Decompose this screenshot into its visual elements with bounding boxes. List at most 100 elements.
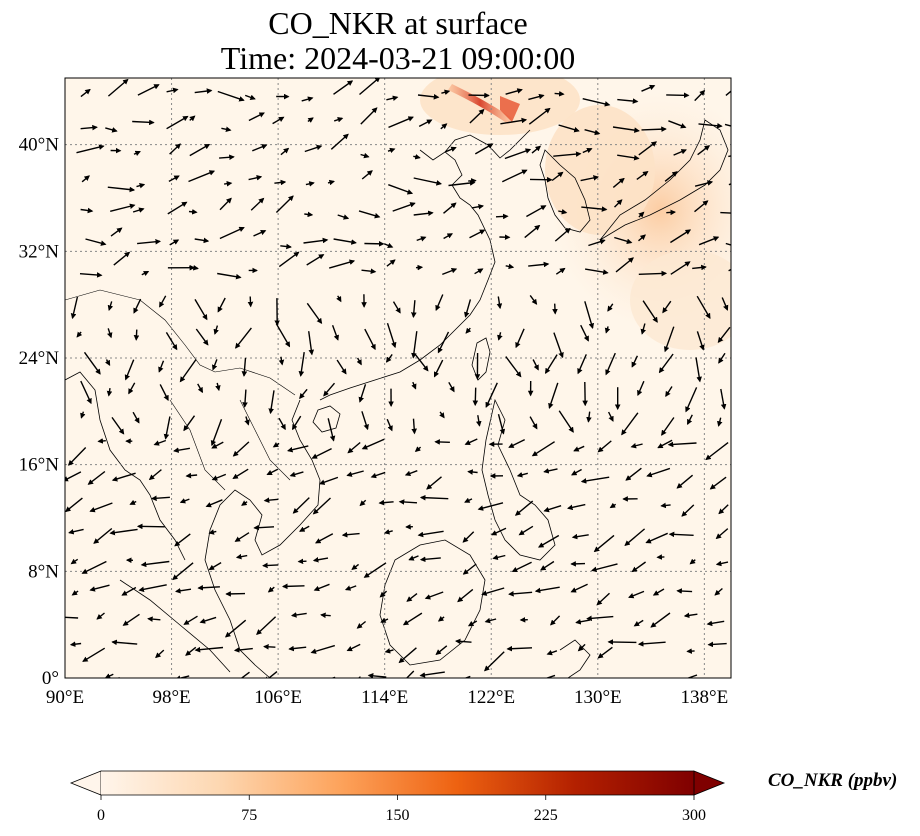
wind-vector-431 — [714, 587, 723, 596]
lat-tick-label-1: 8°N — [28, 561, 59, 582]
wind-vector-383 — [715, 528, 729, 540]
wind-vector-315 — [148, 469, 162, 481]
wind-vector-501 — [657, 680, 664, 683]
wind-vector-371 — [383, 529, 393, 535]
wind-vector-201 — [331, 325, 339, 341]
wind-vector-233 — [545, 354, 558, 374]
wind-vector-124 — [194, 237, 210, 244]
wind-vector-126 — [253, 229, 267, 237]
wind-vector-191 — [721, 297, 729, 311]
wind-vector-344 — [292, 497, 310, 514]
wind-vector-463 — [263, 644, 276, 650]
wind-vector-260 — [637, 380, 645, 397]
wind-vector-317 — [211, 473, 227, 481]
wind-vector-90 — [580, 175, 599, 182]
wind-vector-167 — [728, 268, 731, 272]
wind-vector-428 — [628, 590, 645, 599]
wind-vector-395 — [363, 562, 387, 578]
wind-vector-400 — [511, 561, 532, 573]
wind-vector-213 — [663, 326, 675, 353]
wind-vector-412 — [174, 587, 192, 594]
wind-vector-229 — [433, 359, 444, 378]
wind-vector-25 — [105, 127, 118, 133]
wind-vector-503 — [700, 677, 707, 678]
wind-vector-313 — [87, 470, 106, 485]
wind-vector-350 — [464, 497, 473, 503]
wind-vector-120 — [85, 238, 107, 246]
wind-vector-475 — [597, 646, 613, 659]
wind-vector-37 — [440, 123, 448, 130]
wind-vector-245 — [215, 382, 221, 392]
wind-vector-382 — [668, 531, 694, 538]
wind-vector-216 — [83, 351, 101, 375]
wind-vector-432 — [65, 616, 79, 619]
wind-vector-433 — [96, 612, 105, 620]
wind-vector-39 — [500, 117, 528, 125]
wind-vector-4 — [194, 88, 213, 94]
wind-vector-403 — [591, 563, 618, 573]
wind-vector-64 — [531, 145, 542, 154]
wind-vector-203 — [386, 322, 397, 349]
wind-vector-331 — [580, 476, 610, 484]
wind-vector-204 — [411, 331, 418, 359]
wind-vector-68 — [638, 141, 657, 156]
wind-vector-228 — [414, 353, 429, 372]
wind-vector-384 — [70, 558, 79, 565]
colorbar-extend-min — [69, 770, 102, 796]
wind-vector-173 — [217, 297, 226, 313]
wind-vector-55 — [280, 147, 290, 156]
co-plume-faint-east — [630, 250, 731, 350]
wind-vector-133 — [443, 233, 453, 240]
wind-vector-164 — [638, 270, 668, 277]
wind-vector-107 — [392, 202, 416, 212]
wind-vector-375 — [490, 527, 507, 536]
wind-vector-179 — [392, 301, 401, 314]
wind-vector-111 — [495, 213, 509, 220]
wind-vector-455 — [706, 620, 725, 627]
wind-vector-288 — [67, 447, 87, 466]
wind-vector-8 — [301, 96, 314, 102]
wind-vector-73 — [107, 186, 136, 193]
wind-vector-346 — [359, 499, 367, 507]
wind-vector-200 — [308, 331, 315, 356]
wind-vector-112 — [526, 205, 547, 218]
wind-vector-301 — [434, 439, 450, 445]
wind-vector-197 — [213, 325, 219, 335]
wind-vector-242 — [128, 382, 136, 395]
wind-vector-240 — [80, 380, 92, 405]
wind-vector-0 — [80, 88, 91, 98]
map-title: CO_NKR at surface — [268, 5, 528, 41]
wind-vector-275 — [386, 418, 393, 432]
wind-vector-95 — [728, 183, 731, 186]
wind-vector-67 — [617, 154, 640, 161]
wind-vector-104 — [304, 211, 314, 218]
wind-vector-137 — [554, 227, 571, 242]
wind-vector-196 — [195, 328, 209, 346]
wind-vector-239 — [718, 352, 726, 364]
wind-vector-110 — [471, 203, 485, 210]
wind-vector-483 — [153, 679, 160, 684]
wind-vector-70 — [697, 145, 711, 156]
lon-tick-label-6: 138°E — [681, 687, 729, 708]
wind-vector-278 — [476, 415, 482, 427]
wind-vector-352 — [514, 500, 534, 516]
wind-vector-418 — [344, 585, 357, 591]
wind-vector-24 — [80, 124, 98, 131]
wind-vector-28 — [189, 115, 196, 122]
wind-vector-361 — [93, 527, 113, 544]
wind-vector-440 — [290, 612, 307, 618]
wind-vector-45 — [668, 120, 687, 129]
wind-vector-464 — [288, 645, 307, 652]
wind-vector-151 — [278, 251, 300, 268]
wind-vector-329 — [543, 468, 558, 474]
wind-vector-158 — [474, 268, 484, 275]
wind-vector-82 — [361, 170, 373, 180]
wind-vector-132 — [416, 236, 427, 242]
wind-vector-182 — [464, 299, 472, 318]
wind-vector-235 — [605, 352, 616, 376]
coastline-taiwan — [471, 337, 491, 381]
wind-vector-480 — [72, 677, 79, 678]
wind-vector-76 — [188, 170, 216, 183]
wind-vector-311 — [705, 442, 729, 461]
wind-vector-337 — [89, 502, 113, 513]
